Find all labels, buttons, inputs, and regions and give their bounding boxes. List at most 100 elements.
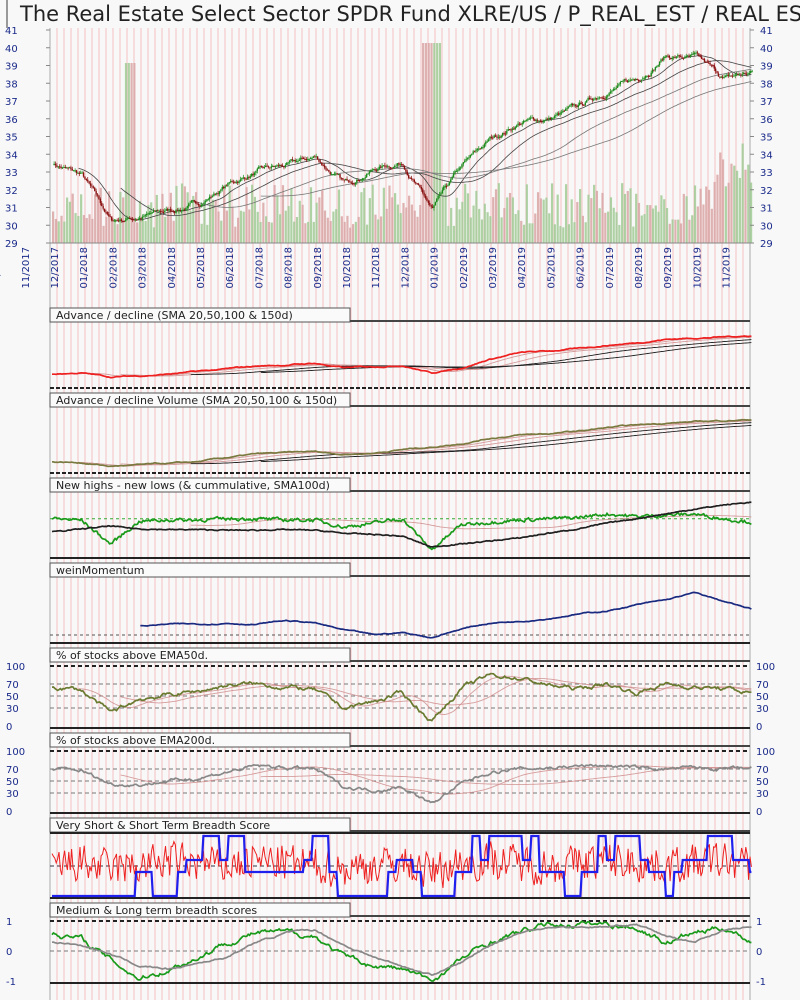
candle — [654, 67, 657, 70]
volume-bar — [721, 159, 725, 243]
candle — [200, 204, 202, 207]
volume-bar — [77, 215, 80, 243]
candle — [466, 157, 469, 159]
candle — [239, 179, 242, 181]
volume-bar — [559, 226, 562, 243]
panel-y-tick-left: 0 — [6, 722, 12, 733]
volume-bar — [388, 185, 391, 243]
price-y-tick-left: 33 — [5, 168, 18, 179]
date-tick-label: 01/2019 — [430, 247, 441, 289]
chart-title: The Real Estate Select Sector SPDR Fund … — [6, 0, 800, 28]
volume-bar — [749, 182, 753, 243]
volume-bar — [382, 187, 385, 243]
candle — [277, 165, 280, 167]
volume-bar — [548, 213, 551, 243]
candle — [402, 164, 404, 166]
volume-bar — [340, 216, 343, 243]
candle — [684, 57, 686, 59]
candle — [405, 169, 407, 172]
volume-bar — [556, 194, 559, 243]
volume-bar — [693, 185, 697, 243]
volume-bar — [385, 208, 388, 243]
candle — [577, 104, 579, 108]
candle — [60, 166, 62, 168]
volume-bar — [189, 210, 192, 243]
candle — [337, 174, 340, 176]
candle — [744, 72, 746, 74]
date-tick-label: 05/2019 — [546, 247, 557, 289]
candle — [406, 171, 409, 176]
candle — [210, 196, 212, 198]
volume-bar — [503, 208, 506, 243]
candle — [322, 165, 324, 167]
candle — [126, 218, 128, 221]
candle — [357, 179, 359, 181]
candle — [284, 164, 287, 168]
candle — [437, 195, 439, 200]
candle — [253, 172, 256, 176]
candle — [197, 204, 200, 206]
volume-bar — [161, 193, 164, 243]
candle — [663, 56, 665, 61]
candle — [527, 119, 529, 121]
candle — [70, 167, 72, 170]
candle — [172, 210, 174, 212]
volume-bar — [497, 183, 500, 243]
volume-bar — [368, 198, 371, 243]
volume-bar — [539, 198, 542, 243]
candle — [462, 162, 465, 165]
candle — [557, 113, 560, 115]
candle — [103, 208, 106, 212]
volume-bar — [332, 211, 335, 243]
candle — [587, 97, 589, 101]
volume-bar — [408, 195, 411, 243]
candle — [314, 156, 316, 158]
candle — [626, 80, 629, 82]
candle — [127, 217, 130, 219]
volume-bar — [351, 224, 355, 243]
candle — [248, 176, 250, 178]
candle — [270, 166, 273, 168]
candle — [719, 76, 721, 78]
volume-bar — [217, 211, 220, 243]
panel-series-line — [51, 840, 752, 888]
volume-bar — [621, 183, 624, 243]
candle — [378, 166, 380, 170]
candle — [340, 177, 343, 179]
candle — [478, 148, 480, 150]
candle — [471, 153, 473, 155]
candle — [89, 183, 92, 186]
candle — [301, 157, 303, 159]
candle — [525, 120, 528, 122]
volume-bar — [290, 188, 293, 243]
volume-bar — [166, 206, 170, 243]
candle — [347, 180, 350, 182]
candle — [429, 202, 431, 205]
candle — [245, 178, 247, 180]
candle — [140, 218, 142, 220]
candle — [552, 117, 554, 119]
volume-bar — [133, 63, 136, 243]
candle — [535, 120, 537, 122]
candle — [412, 178, 414, 180]
price-y-tick-right: 39 — [760, 62, 773, 73]
panel-y-tick-right: 100 — [756, 747, 775, 758]
panel-sma-50 — [120, 420, 752, 466]
volume-bar — [71, 193, 74, 243]
candle — [117, 220, 120, 222]
candle — [124, 220, 127, 222]
volume-bar — [657, 211, 660, 243]
volume-bar — [393, 193, 397, 243]
volume-bar — [287, 206, 290, 243]
candle — [370, 169, 372, 172]
volume-bar — [576, 202, 579, 243]
volume-bar — [413, 210, 416, 243]
candle — [101, 202, 103, 207]
candle — [363, 178, 365, 180]
candle — [426, 198, 428, 201]
candle — [159, 210, 162, 212]
candle — [417, 183, 420, 185]
panel-label-box — [49, 392, 351, 408]
volume-bar — [96, 196, 100, 243]
